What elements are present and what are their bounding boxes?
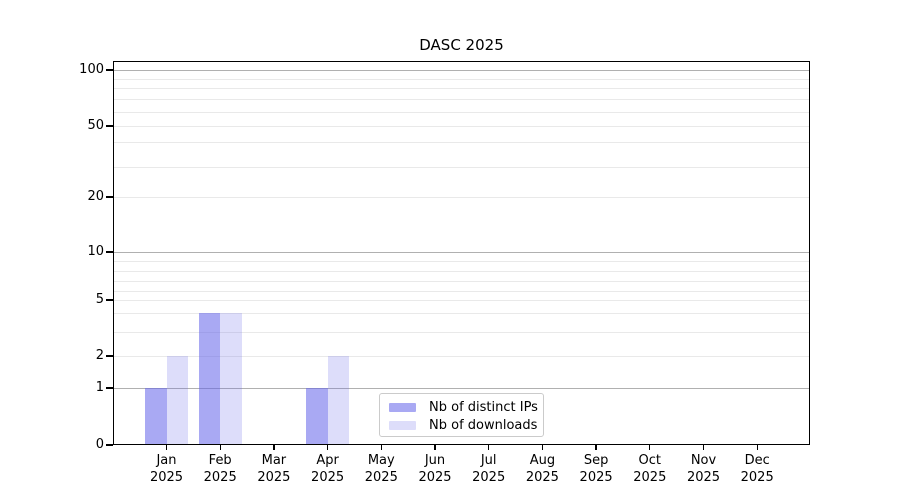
minor-gridline: [113, 167, 810, 168]
x-tick-label-year: 2025: [364, 470, 398, 485]
x-tick: [434, 445, 436, 450]
bar-downloads-apr: [327, 356, 350, 445]
x-tick-label: Feb 2025: [188, 452, 252, 486]
x-tick-label: Nov 2025: [672, 452, 736, 486]
minor-gridline: [113, 142, 810, 143]
major-gridline: [113, 70, 810, 71]
x-tick-label: Jan 2025: [135, 452, 199, 486]
legend-label-downloads: Nb of downloads: [429, 417, 538, 433]
y-tick: [106, 125, 113, 127]
x-tick-label-month: Nov: [690, 453, 717, 468]
x-tick: [756, 445, 758, 450]
minor-gridline: [113, 88, 810, 89]
x-tick-label-month: Feb: [208, 453, 232, 468]
x-tick-label-month: Oct: [638, 453, 662, 468]
y-tick: [106, 387, 113, 389]
legend-swatch-distinct-ips-icon: [389, 402, 416, 412]
x-tick-label-month: Mar: [261, 453, 287, 468]
y-tick-label: 1: [95, 380, 104, 395]
y-tick-label: 0: [95, 437, 104, 452]
y-tick-label: 10: [87, 244, 104, 259]
x-tick: [165, 445, 168, 450]
minor-gridline: [113, 126, 810, 127]
minor-gridline: [113, 281, 810, 282]
bar-downloads-jan: [166, 356, 188, 445]
x-tick-label-year: 2025: [418, 470, 452, 485]
y-tick-label: 2: [95, 348, 104, 363]
minor-gridline: [113, 197, 810, 198]
y-tick-label: 50: [87, 118, 104, 133]
x-tick-label-year: 2025: [149, 470, 184, 485]
x-tick: [649, 445, 651, 450]
x-tick-label-month: Jul: [480, 453, 497, 468]
x-tick: [273, 445, 275, 450]
y-tick: [106, 69, 113, 71]
legend-item-distinct-ips: Nb of distinct IPs: [380, 398, 543, 416]
x-tick-label: Jul 2025: [457, 452, 521, 486]
legend-item-downloads: Nb of downloads: [380, 416, 543, 434]
chart-title: DASC 2025: [419, 36, 504, 54]
x-tick: [219, 445, 221, 450]
minor-gridline: [113, 300, 810, 301]
x-tick: [541, 445, 544, 450]
y-tick: [106, 251, 113, 253]
x-tick-label-month: Dec: [744, 453, 770, 468]
minor-gridline: [113, 112, 810, 113]
minor-gridline: [113, 356, 810, 357]
minor-gridline: [113, 332, 810, 333]
minor-gridline: [113, 261, 810, 262]
x-tick-label-year: 2025: [203, 470, 237, 485]
y-tick: [106, 196, 113, 198]
minor-gridline: [113, 79, 810, 80]
x-tick-label: Sep 2025: [564, 452, 628, 486]
x-tick-label: May 2025: [349, 452, 413, 486]
y-tick: [106, 299, 113, 301]
legend-swatch-downloads-icon: [389, 420, 416, 430]
legend-label-distinct-ips: Nb of distinct IPs: [429, 399, 538, 415]
y-tick-label: 20: [87, 189, 104, 204]
x-tick-label-month: Apr: [316, 453, 339, 468]
minor-gridline: [113, 271, 810, 272]
x-tick-label-month: Aug: [529, 453, 556, 468]
plot-area: [113, 61, 810, 445]
legend: Nb of distinct IPs Nb of downloads: [379, 393, 544, 437]
x-tick: [380, 445, 382, 450]
y-tick-label: 5: [95, 292, 104, 307]
x-tick-label: Aug 2025: [510, 452, 574, 486]
major-gridline: [113, 252, 810, 253]
y-tick: [106, 444, 113, 446]
x-tick-label-month: Jan: [156, 453, 177, 468]
x-tick: [595, 445, 597, 450]
bar-distinct-ips-jan: [145, 388, 167, 445]
x-tick-label: Oct 2025: [618, 452, 682, 486]
y-tick-label: 100: [79, 62, 104, 77]
x-tick-label-year: 2025: [311, 470, 345, 485]
y-tick: [106, 355, 113, 357]
bar-distinct-ips-feb: [198, 313, 221, 445]
x-tick-label: Dec 2025: [725, 452, 789, 486]
minor-gridline: [113, 313, 810, 314]
x-tick-label-year: 2025: [633, 470, 667, 485]
x-tick: [702, 445, 705, 450]
minor-gridline: [113, 99, 810, 100]
x-tick: [326, 445, 329, 450]
x-tick-label-year: 2025: [740, 470, 774, 485]
minor-gridline: [113, 291, 810, 292]
x-tick: [488, 445, 490, 450]
x-tick-label-year: 2025: [472, 470, 506, 485]
x-tick-label-year: 2025: [579, 470, 613, 485]
x-tick-label: Apr 2025: [296, 452, 360, 486]
x-tick-label: Mar 2025: [242, 452, 306, 486]
x-tick-label-year: 2025: [525, 470, 559, 485]
x-tick-label-month: May: [367, 453, 395, 468]
x-tick-label-year: 2025: [257, 470, 291, 485]
bar-downloads-feb: [220, 313, 242, 445]
x-tick-label-year: 2025: [686, 470, 721, 485]
x-tick-label-month: Jun: [424, 453, 446, 468]
major-gridline: [113, 388, 810, 389]
x-tick-label: Jun 2025: [403, 452, 467, 486]
bar-distinct-ips-apr: [306, 388, 328, 445]
x-tick-label-month: Sep: [583, 453, 609, 468]
